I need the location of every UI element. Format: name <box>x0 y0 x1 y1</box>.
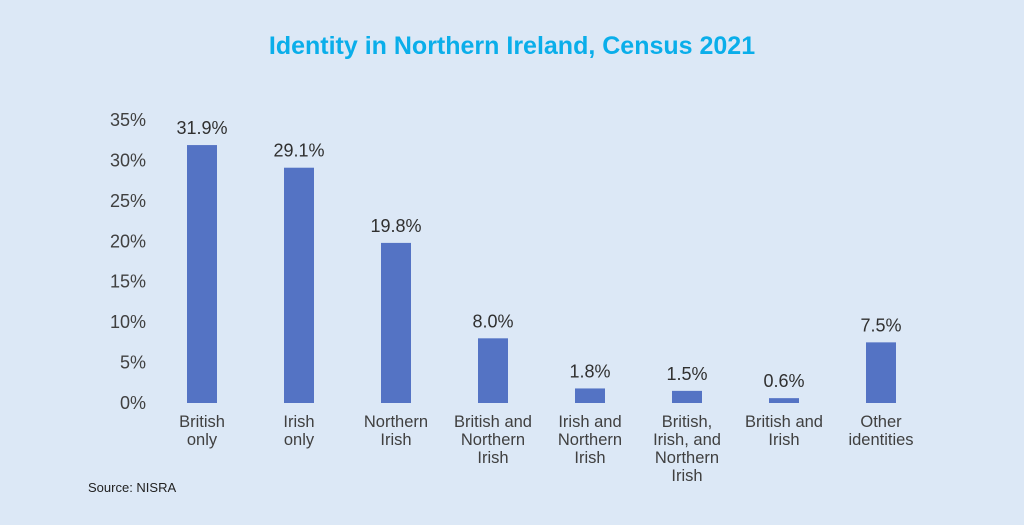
y-tick-label: 0% <box>120 393 146 413</box>
y-axis: 0% 5% 10% 15% 20% 25% 30% 35% <box>110 110 146 413</box>
data-label: 1.5% <box>666 364 707 384</box>
bar <box>187 145 217 403</box>
bars: 31.9% 29.1% 19.8% 8.0% 1.8% 1.5% 0.6% 7.5% <box>176 118 902 403</box>
x-tick-label: Other identities <box>848 413 913 449</box>
bar <box>672 390 702 403</box>
data-label: 7.5% <box>860 315 901 335</box>
bar <box>381 242 411 403</box>
data-label: 0.6% <box>763 371 804 391</box>
data-label: 19.8% <box>370 216 421 236</box>
y-tick-label: 30% <box>110 150 146 170</box>
data-label: 1.8% <box>569 361 610 381</box>
y-tick-label: 20% <box>110 231 146 251</box>
y-tick-label: 10% <box>110 312 146 332</box>
data-label: 31.9% <box>176 118 227 138</box>
bar <box>866 342 896 403</box>
x-axis: British only Irish only Northern Irish British… <box>179 413 913 485</box>
source-note: Source: NISRA <box>88 480 176 495</box>
chart-title: Identity in Northern Ireland, Census 202… <box>269 32 755 60</box>
x-tick-label: Northern Irish <box>364 413 428 449</box>
y-tick-label: 35% <box>110 110 146 130</box>
bar <box>478 338 508 403</box>
y-tick-label: 15% <box>110 272 146 292</box>
y-tick-label: 5% <box>120 353 146 373</box>
data-label: 29.1% <box>273 141 324 161</box>
bar <box>575 388 605 403</box>
data-label: 8.0% <box>472 311 513 331</box>
x-tick-label: British only <box>179 413 225 449</box>
x-tick-label: Irish only <box>283 413 314 449</box>
x-tick-label: British and Irish <box>745 413 823 449</box>
bar <box>284 167 314 403</box>
x-tick-label: British and Northern Irish <box>454 413 532 467</box>
bar <box>769 398 799 403</box>
x-tick-label: British, Irish, and Northern Irish <box>653 413 721 485</box>
x-tick-label: Irish and Northern Irish <box>558 413 622 467</box>
y-tick-label: 25% <box>110 191 146 211</box>
